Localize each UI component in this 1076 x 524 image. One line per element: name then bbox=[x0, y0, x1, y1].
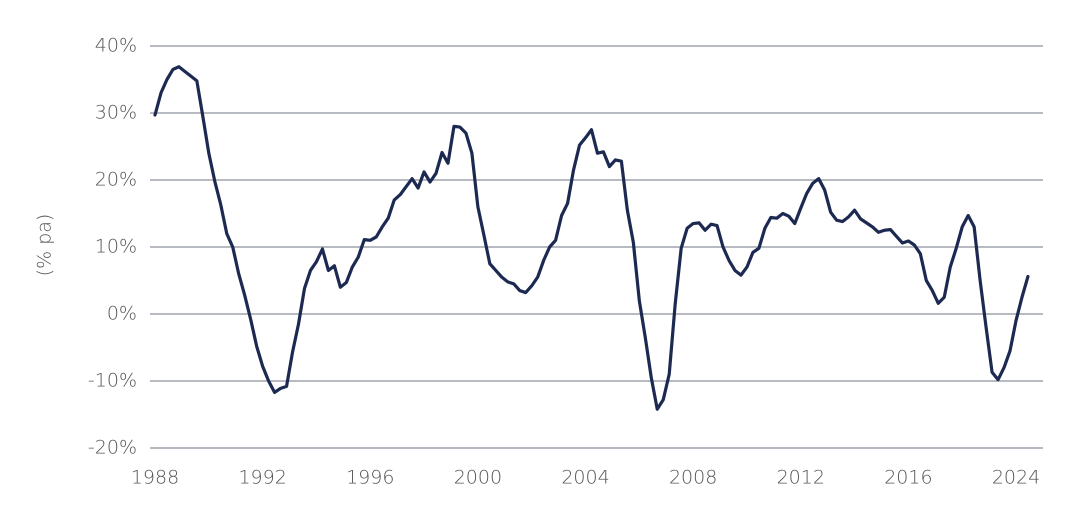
y-tick-label: 20% bbox=[95, 169, 137, 191]
x-tick-label: 2000 bbox=[454, 467, 502, 489]
data-line bbox=[153, 65, 1030, 411]
x-tick-label: 1996 bbox=[346, 467, 394, 489]
x-tick-label: 2012 bbox=[777, 467, 825, 489]
x-tick-label: 2008 bbox=[669, 467, 717, 489]
x-tick-label: 2016 bbox=[884, 467, 932, 489]
y-tick-label: 10% bbox=[95, 236, 137, 258]
y-tick-label: -10% bbox=[88, 370, 137, 392]
x-tick-label: 2004 bbox=[561, 467, 609, 489]
y-tick-label: 40% bbox=[95, 35, 137, 57]
x-tick-label: 1992 bbox=[238, 467, 286, 489]
y-tick-label: 30% bbox=[95, 102, 137, 124]
y-axis-label: (% pa) bbox=[34, 214, 56, 277]
x-tick-label: 1988 bbox=[131, 467, 179, 489]
x-tick-label: 2024 bbox=[992, 467, 1040, 489]
y-tick-label: -20% bbox=[88, 437, 137, 459]
y-tick-label: 0% bbox=[107, 303, 137, 325]
